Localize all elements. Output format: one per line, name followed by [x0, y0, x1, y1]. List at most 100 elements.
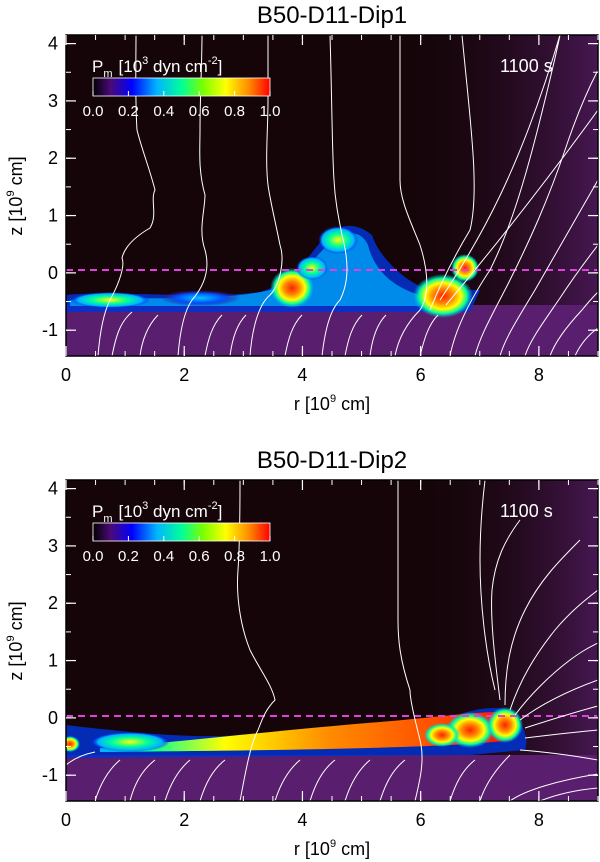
colorbar-tick-label: 1.0 — [260, 103, 281, 120]
panel-2-field-line — [164, 759, 191, 801]
colorbar-tick-label: 0.8 — [224, 103, 245, 120]
colorbar-tick-label: 0.6 — [189, 548, 210, 565]
panel-2-heatmap: Pm [103 dyn cm-2] 0.0 0.2 0.4 0.6 0.8 1.0 1100… — [66, 480, 598, 801]
panel-2-field-line — [199, 759, 226, 801]
x-tick-label: 8 — [534, 810, 544, 830]
panel-1-cool-a — [160, 290, 240, 306]
panel-2-xlabel: r [109 cm] — [294, 838, 370, 859]
panel-2-ylabel: z [109 cm] — [5, 601, 26, 680]
colorbar-tick-label: 0.2 — [118, 103, 139, 120]
panel-2-time: 1100 s — [500, 501, 553, 521]
panel-2-field-line — [66, 751, 96, 766]
panel-2-colorbar-ticks: 0.0 0.2 0.4 0.6 0.8 1.0 — [83, 536, 281, 565]
panel-1-field-lines — [97, 35, 598, 356]
panel-2-axes: 0 2 4 6 8 -1 0 1 2 3 4 — [42, 479, 599, 830]
panel-2-field-line — [519, 679, 598, 721]
panel-2-field-line — [539, 787, 598, 801]
panel-2-warm-a — [90, 732, 170, 752]
panel-1-field-line — [321, 35, 348, 356]
panel-1-colorbar-label: Pm [103 dyn cm-2] — [92, 55, 222, 80]
panel-2-field-line — [504, 539, 581, 706]
panel-2-hotspot-d — [66, 736, 80, 752]
panel-1-field-line — [344, 314, 363, 356]
x-tick-label: 8 — [534, 365, 544, 385]
panel-2-field-line — [344, 759, 371, 801]
panel-1-title: B50-D11-Dip1 — [257, 2, 407, 29]
colorbar-tick-label: 0.6 — [189, 103, 210, 120]
panel-2-field-line — [509, 773, 598, 801]
panel-1: B50-D11-Dip1 — [5, 2, 599, 414]
panel-2-colorbar-gradient — [92, 522, 271, 542]
panel-2-field-line — [524, 729, 598, 739]
x-tick-label: 2 — [179, 365, 189, 385]
panel-1-colorbar-gradient — [92, 77, 271, 97]
panel-1-field-line — [97, 35, 156, 356]
x-tick-label: 4 — [297, 810, 307, 830]
panel-1-hotspot-e — [451, 254, 479, 282]
panel-1-field-line — [449, 35, 561, 356]
y-tick-label: 4 — [48, 479, 58, 499]
panel-2-field-line — [519, 749, 598, 761]
panel-2-field-line — [237, 480, 276, 801]
panel-1-field-line — [394, 35, 428, 356]
panel-1-field-line — [369, 314, 387, 356]
panel-2-field-line — [509, 589, 598, 711]
panel-1-field-line — [499, 179, 598, 356]
colorbar-tick-label: 0.4 — [153, 103, 174, 120]
x-tick-label: 6 — [416, 810, 426, 830]
panel-1-field-line — [429, 35, 475, 311]
panel-1-field-line — [139, 314, 159, 356]
panel-2-field-line — [129, 759, 156, 801]
panel-2: B50-D11-Dip2 — [5, 447, 599, 859]
panel-2-field-line — [397, 480, 423, 801]
y-tick-label: -1 — [42, 765, 58, 785]
panel-1-field-line — [204, 314, 223, 356]
panel-1-field-line — [445, 109, 598, 306]
panel-2-field-line — [524, 705, 598, 729]
panel-2-field-line — [514, 642, 598, 716]
panel-2-title: B50-D11-Dip2 — [257, 447, 407, 474]
panel-2-field-line — [479, 480, 496, 691]
panel-2-colorbar-label: Pm [103 dyn cm-2] — [92, 500, 222, 525]
colorbar-tick-label: 0.8 — [224, 548, 245, 565]
y-tick-label: 1 — [48, 651, 58, 671]
y-tick-label: 4 — [48, 34, 58, 54]
panel-1-field-line — [229, 314, 247, 356]
panel-1-field-line — [177, 35, 208, 356]
y-tick-label: 0 — [48, 263, 58, 283]
panel-1-field-line — [284, 314, 303, 356]
panel-1-hotspot-a — [270, 268, 314, 308]
panel-2-field-line — [449, 759, 476, 801]
y-tick-label: 3 — [48, 91, 58, 111]
panel-2-colorbar: Pm [103 dyn cm-2] 0.0 0.2 0.4 0.6 0.8 1.0 — [83, 500, 281, 565]
x-tick-label: 0 — [61, 365, 71, 385]
panel-2-field-lines — [66, 480, 598, 801]
panel-1-heatmap: Pm [103 dyn cm-2] 0.0 0.2 0.4 0.6 0.8 1.0 1100… — [66, 35, 598, 356]
y-tick-label: 2 — [48, 148, 58, 168]
panel-2-field-line — [309, 759, 336, 801]
panel-1-time: 1100 s — [500, 56, 553, 76]
panel-1-colorbar: Pm [103 dyn cm-2] 0.0 0.2 0.4 0.6 0.8 1.0 — [83, 55, 281, 120]
colorbar-tick-label: 0.0 — [83, 548, 104, 565]
panel-2-field-line — [491, 519, 521, 701]
panel-1-field-line — [549, 291, 598, 356]
y-tick-label: 2 — [48, 593, 58, 613]
x-tick-label: 2 — [179, 810, 189, 830]
panel-2-field-line — [479, 754, 511, 801]
panel-1-field-line — [474, 69, 598, 356]
panel-1-field-line — [439, 35, 561, 301]
colorbar-tick-label: 0.0 — [83, 103, 104, 120]
panel-1-hotspot-b — [318, 226, 358, 254]
panel-1-ylabel: z [109 cm] — [5, 156, 26, 235]
colorbar-tick-label: 1.0 — [260, 548, 281, 565]
x-tick-label: 0 — [61, 810, 71, 830]
panel-1-axes: 0 2 4 6 8 -1 0 1 2 3 4 — [42, 34, 599, 385]
panel-1-xlabel: r [109 cm] — [294, 393, 370, 414]
panel-2-field-line — [94, 759, 121, 801]
colorbar-tick-label: 0.2 — [118, 548, 139, 565]
panel-1-hotspot-c — [296, 256, 328, 280]
panel-1-field-line — [524, 244, 598, 356]
panel-2-field-line — [274, 759, 301, 801]
y-tick-label: 0 — [48, 708, 58, 728]
